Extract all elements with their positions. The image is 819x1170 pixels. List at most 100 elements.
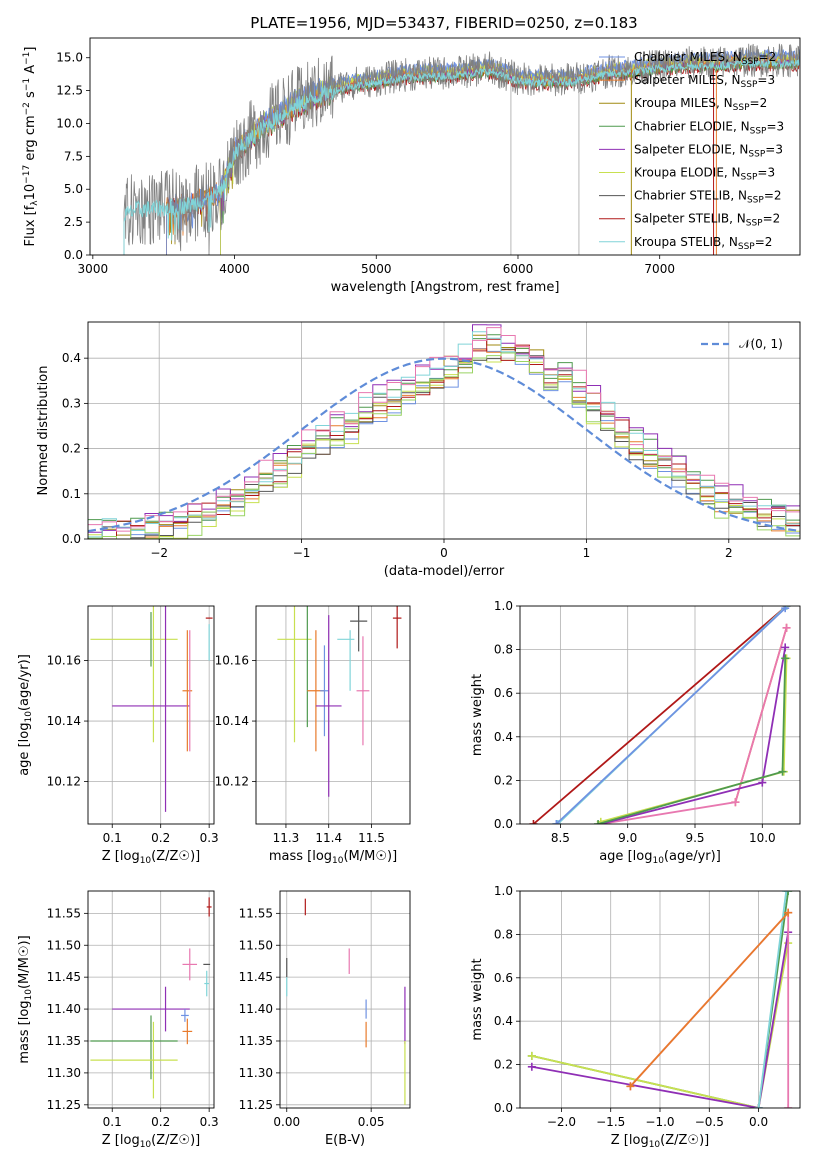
y-tick-label: 1.0 xyxy=(494,599,513,613)
x-axis-label: wavelength [Angstrom, rest frame] xyxy=(331,280,560,295)
label-part: Z [log xyxy=(611,1133,649,1148)
legend-label: Chabrier STELIB, NSSP=2 xyxy=(634,189,782,206)
y-tick-label: 7.5 xyxy=(64,149,83,163)
plus-marker xyxy=(626,1082,635,1091)
x-tick-label: 4000 xyxy=(219,262,250,276)
y-tick-label: 0.4 xyxy=(62,351,81,365)
label-part: (Z/Z☉)] xyxy=(151,849,200,864)
legend-label: Chabrier MILES, NSSP=2 xyxy=(634,50,776,67)
legend-label: Kroupa ELODIE, NSSP=3 xyxy=(634,166,775,183)
label-part: (Z/Z☉)] xyxy=(151,1133,200,1148)
residual-histogram xyxy=(88,327,800,532)
plus-marker xyxy=(781,606,790,613)
label-part: Chabrier STELIB, N xyxy=(634,189,747,203)
y-tick-label: 0.0 xyxy=(64,248,83,262)
data-point xyxy=(320,645,329,737)
y-tick-label: 11.25 xyxy=(239,1098,273,1112)
x-axis-label: Z [log10(Z/Z☉)] xyxy=(102,849,200,866)
data-point xyxy=(350,606,368,652)
y-tick-label: 0.6 xyxy=(494,686,513,700)
mass-weight-series xyxy=(552,606,790,824)
axes-frame xyxy=(87,890,215,1109)
label-part: =3 xyxy=(766,119,784,133)
label-part: SSP xyxy=(741,80,758,90)
x-tick-label: 11.5 xyxy=(358,831,385,845)
label-part: (M/M☉)] xyxy=(17,935,32,989)
legend-item: Kroupa ELODIE, NSSP=3 xyxy=(599,166,775,183)
x-tick-label: 0.2 xyxy=(151,1115,170,1129)
x-tick-label: 0.3 xyxy=(200,1115,219,1129)
plus-marker xyxy=(529,820,538,824)
axes-age_vs_mass: 11.3 11.4 11.5 10.12 10.14 10.16 mass [log10(M… xyxy=(215,605,411,866)
label-part: =2 xyxy=(755,235,773,249)
label-part: age [log xyxy=(599,849,652,864)
label-part: =2 xyxy=(759,50,777,64)
x-tick-label: 11.3 xyxy=(273,831,300,845)
x-tick-label: −0.5 xyxy=(695,1115,724,1129)
data-point xyxy=(182,948,198,981)
y-axis-label: Normed distribution xyxy=(36,366,51,496)
y-tick-label: 11.45 xyxy=(239,970,273,984)
residual-histogram xyxy=(88,331,800,538)
label-part: =3 xyxy=(757,166,775,180)
legend-item: Salpeter STELIB, NSSP=2 xyxy=(599,212,780,229)
plus-marker xyxy=(552,820,561,824)
residual-histogram xyxy=(88,348,800,539)
data-point xyxy=(315,615,342,797)
label-part: =2 xyxy=(763,212,781,226)
y-tick-label: 11.30 xyxy=(239,1066,273,1080)
axes-frame xyxy=(519,605,801,825)
y-tick-label: 10.12 xyxy=(215,775,249,789)
x-tick-label: 0.2 xyxy=(151,831,170,845)
x-axis-label: Z [log10(Z/Z☉)] xyxy=(102,1133,200,1150)
legend-item: Chabrier MILES, NSSP=2 xyxy=(599,50,776,67)
y-axis-label: mass weight xyxy=(470,958,485,1040)
plus-marker xyxy=(758,778,767,787)
label-part: SSP xyxy=(741,173,758,183)
x-tick-label: 9.0 xyxy=(618,831,637,845)
x-tick-label: 5000 xyxy=(361,262,392,276)
label-part: SSP xyxy=(748,149,765,159)
x-tick-label: −1.5 xyxy=(596,1115,625,1129)
plot-area-mass_vs_ebv xyxy=(280,891,410,1108)
legend-label: Kroupa MILES, NSSP=2 xyxy=(634,96,767,113)
x-tick-label: 6000 xyxy=(503,262,534,276)
plus-marker xyxy=(731,798,740,807)
axes-mass_weight_vs_Z: −2.0 −1.5 −1.0 −0.5 0.0 0.0 0.2 0.4 0.6 0.8 1.0 Z [… xyxy=(470,884,801,1150)
series-line xyxy=(531,932,790,1108)
label-part: s xyxy=(23,91,38,102)
x-tick-label: −1 xyxy=(293,546,311,560)
label-part: Chabrier ELODIE, N xyxy=(634,119,750,133)
plus-marker xyxy=(781,643,790,652)
label-part: SSP xyxy=(733,103,750,113)
legend-item: Kroupa STELIB, NSSP=2 xyxy=(599,235,772,252)
legend-item: Chabrier ELODIE, NSSP=3 xyxy=(599,119,784,136)
x-tick-label: 3000 xyxy=(78,262,109,276)
x-tick-label: 10.0 xyxy=(749,831,776,845)
legend: Chabrier MILES, NSSP=2 Salpeter MILES, NS… xyxy=(599,50,784,252)
label-part: =3 xyxy=(757,73,775,87)
model-spectrum-line xyxy=(123,58,800,255)
y-tick-label: 11.55 xyxy=(239,906,273,920)
legend-item: Salpeter MILES, NSSP=3 xyxy=(599,73,775,90)
label-part: Salpeter ELODIE, N xyxy=(634,142,748,156)
mass-weight-series xyxy=(754,891,791,1108)
legend-item: Chabrier STELIB, NSSP=2 xyxy=(599,189,782,206)
x-tick-label: −2 xyxy=(150,546,168,560)
label-part: −1 xyxy=(22,52,32,65)
label-part: Salpeter STELIB, N xyxy=(634,212,746,226)
data-point xyxy=(392,606,402,649)
label-part: −2 xyxy=(22,102,32,115)
label-part: SSP xyxy=(750,126,767,136)
series-line xyxy=(555,607,786,824)
y-tick-label: 0.2 xyxy=(494,773,513,787)
axes-mass_weight_vs_age: 8.5 9.0 9.5 10.0 0.0 0.2 0.4 0.6 0.8 1.0 age [log1… xyxy=(470,599,801,866)
y-tick-label: 10.16 xyxy=(215,654,249,668)
y-tick-label: 0.0 xyxy=(62,532,81,546)
observed-spectrum-line xyxy=(123,43,800,255)
x-tick-label: 9.5 xyxy=(685,831,704,845)
axes-frame xyxy=(89,37,801,256)
label-part: =2 xyxy=(764,189,782,203)
label-part: A xyxy=(23,65,38,78)
